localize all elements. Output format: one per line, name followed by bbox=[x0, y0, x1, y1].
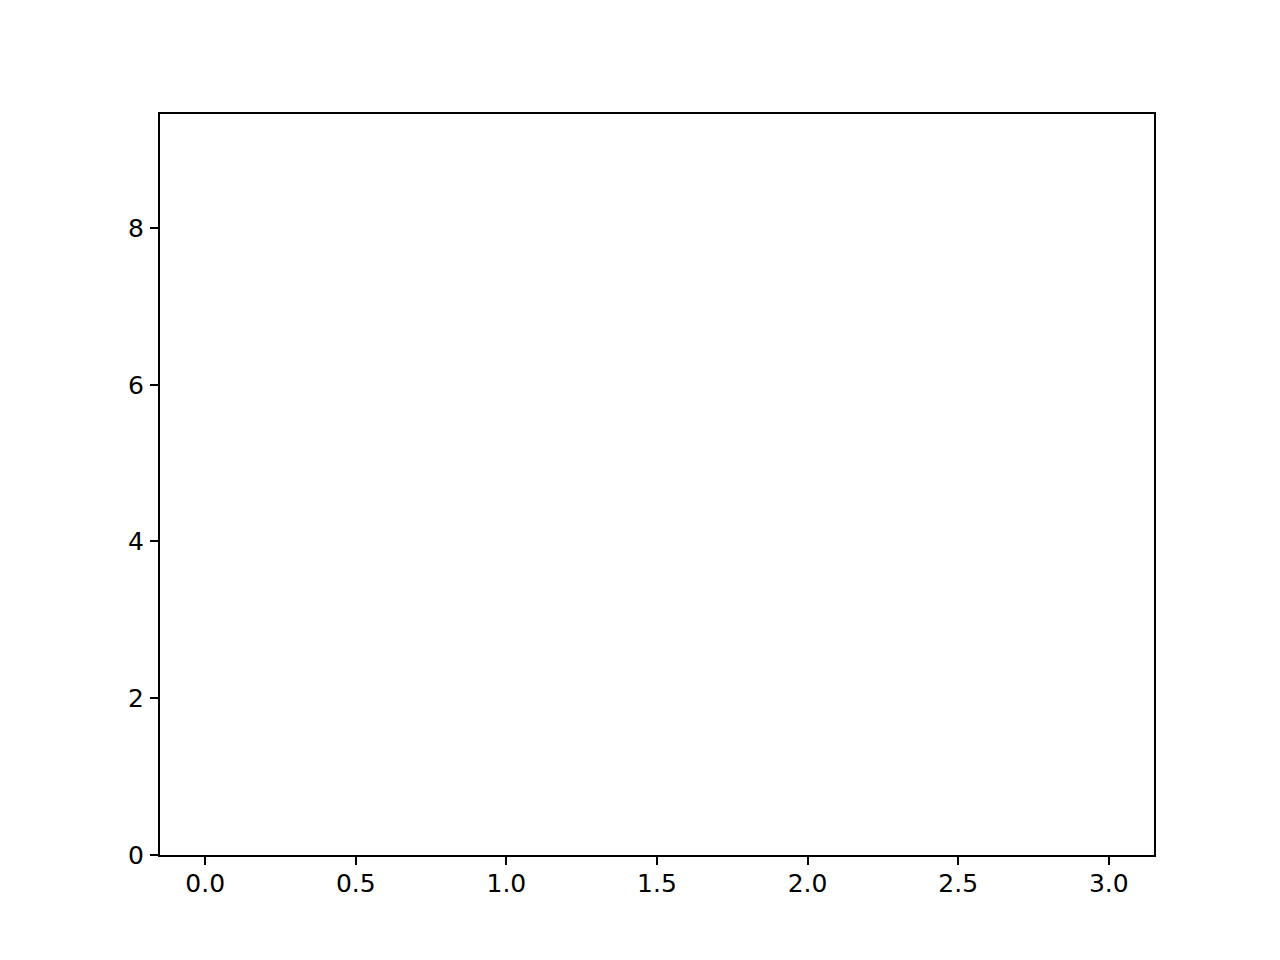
x-tick bbox=[656, 857, 658, 865]
x-tick-label: 0.5 bbox=[336, 871, 376, 896]
y-tick-label: 2 bbox=[84, 686, 144, 711]
y-tick-label: 6 bbox=[84, 372, 144, 397]
x-tick bbox=[355, 857, 357, 865]
x-tick-label: 3.0 bbox=[1089, 871, 1129, 896]
x-tick bbox=[505, 857, 507, 865]
y-tick bbox=[150, 854, 158, 856]
y-tick-label: 8 bbox=[84, 215, 144, 240]
y-tick bbox=[150, 384, 158, 386]
x-tick-label: 1.5 bbox=[637, 871, 677, 896]
x-tick bbox=[1108, 857, 1110, 865]
x-tick-label: 0.0 bbox=[185, 871, 225, 896]
x-tick bbox=[807, 857, 809, 865]
y-tick-label: 4 bbox=[84, 529, 144, 554]
y-tick-label: 0 bbox=[84, 843, 144, 868]
y-tick bbox=[150, 697, 158, 699]
x-tick-label: 2.0 bbox=[788, 871, 828, 896]
x-tick-label: 1.0 bbox=[487, 871, 527, 896]
x-tick-label: 2.5 bbox=[938, 871, 978, 896]
axes-frame bbox=[158, 112, 1156, 857]
y-tick bbox=[150, 540, 158, 542]
figure: 0.0 0.5 1.0 1.5 2.0 2.5 3.0 0 2 4 6 8 bbox=[0, 0, 1280, 960]
x-tick bbox=[957, 857, 959, 865]
y-tick bbox=[150, 227, 158, 229]
x-tick bbox=[204, 857, 206, 865]
